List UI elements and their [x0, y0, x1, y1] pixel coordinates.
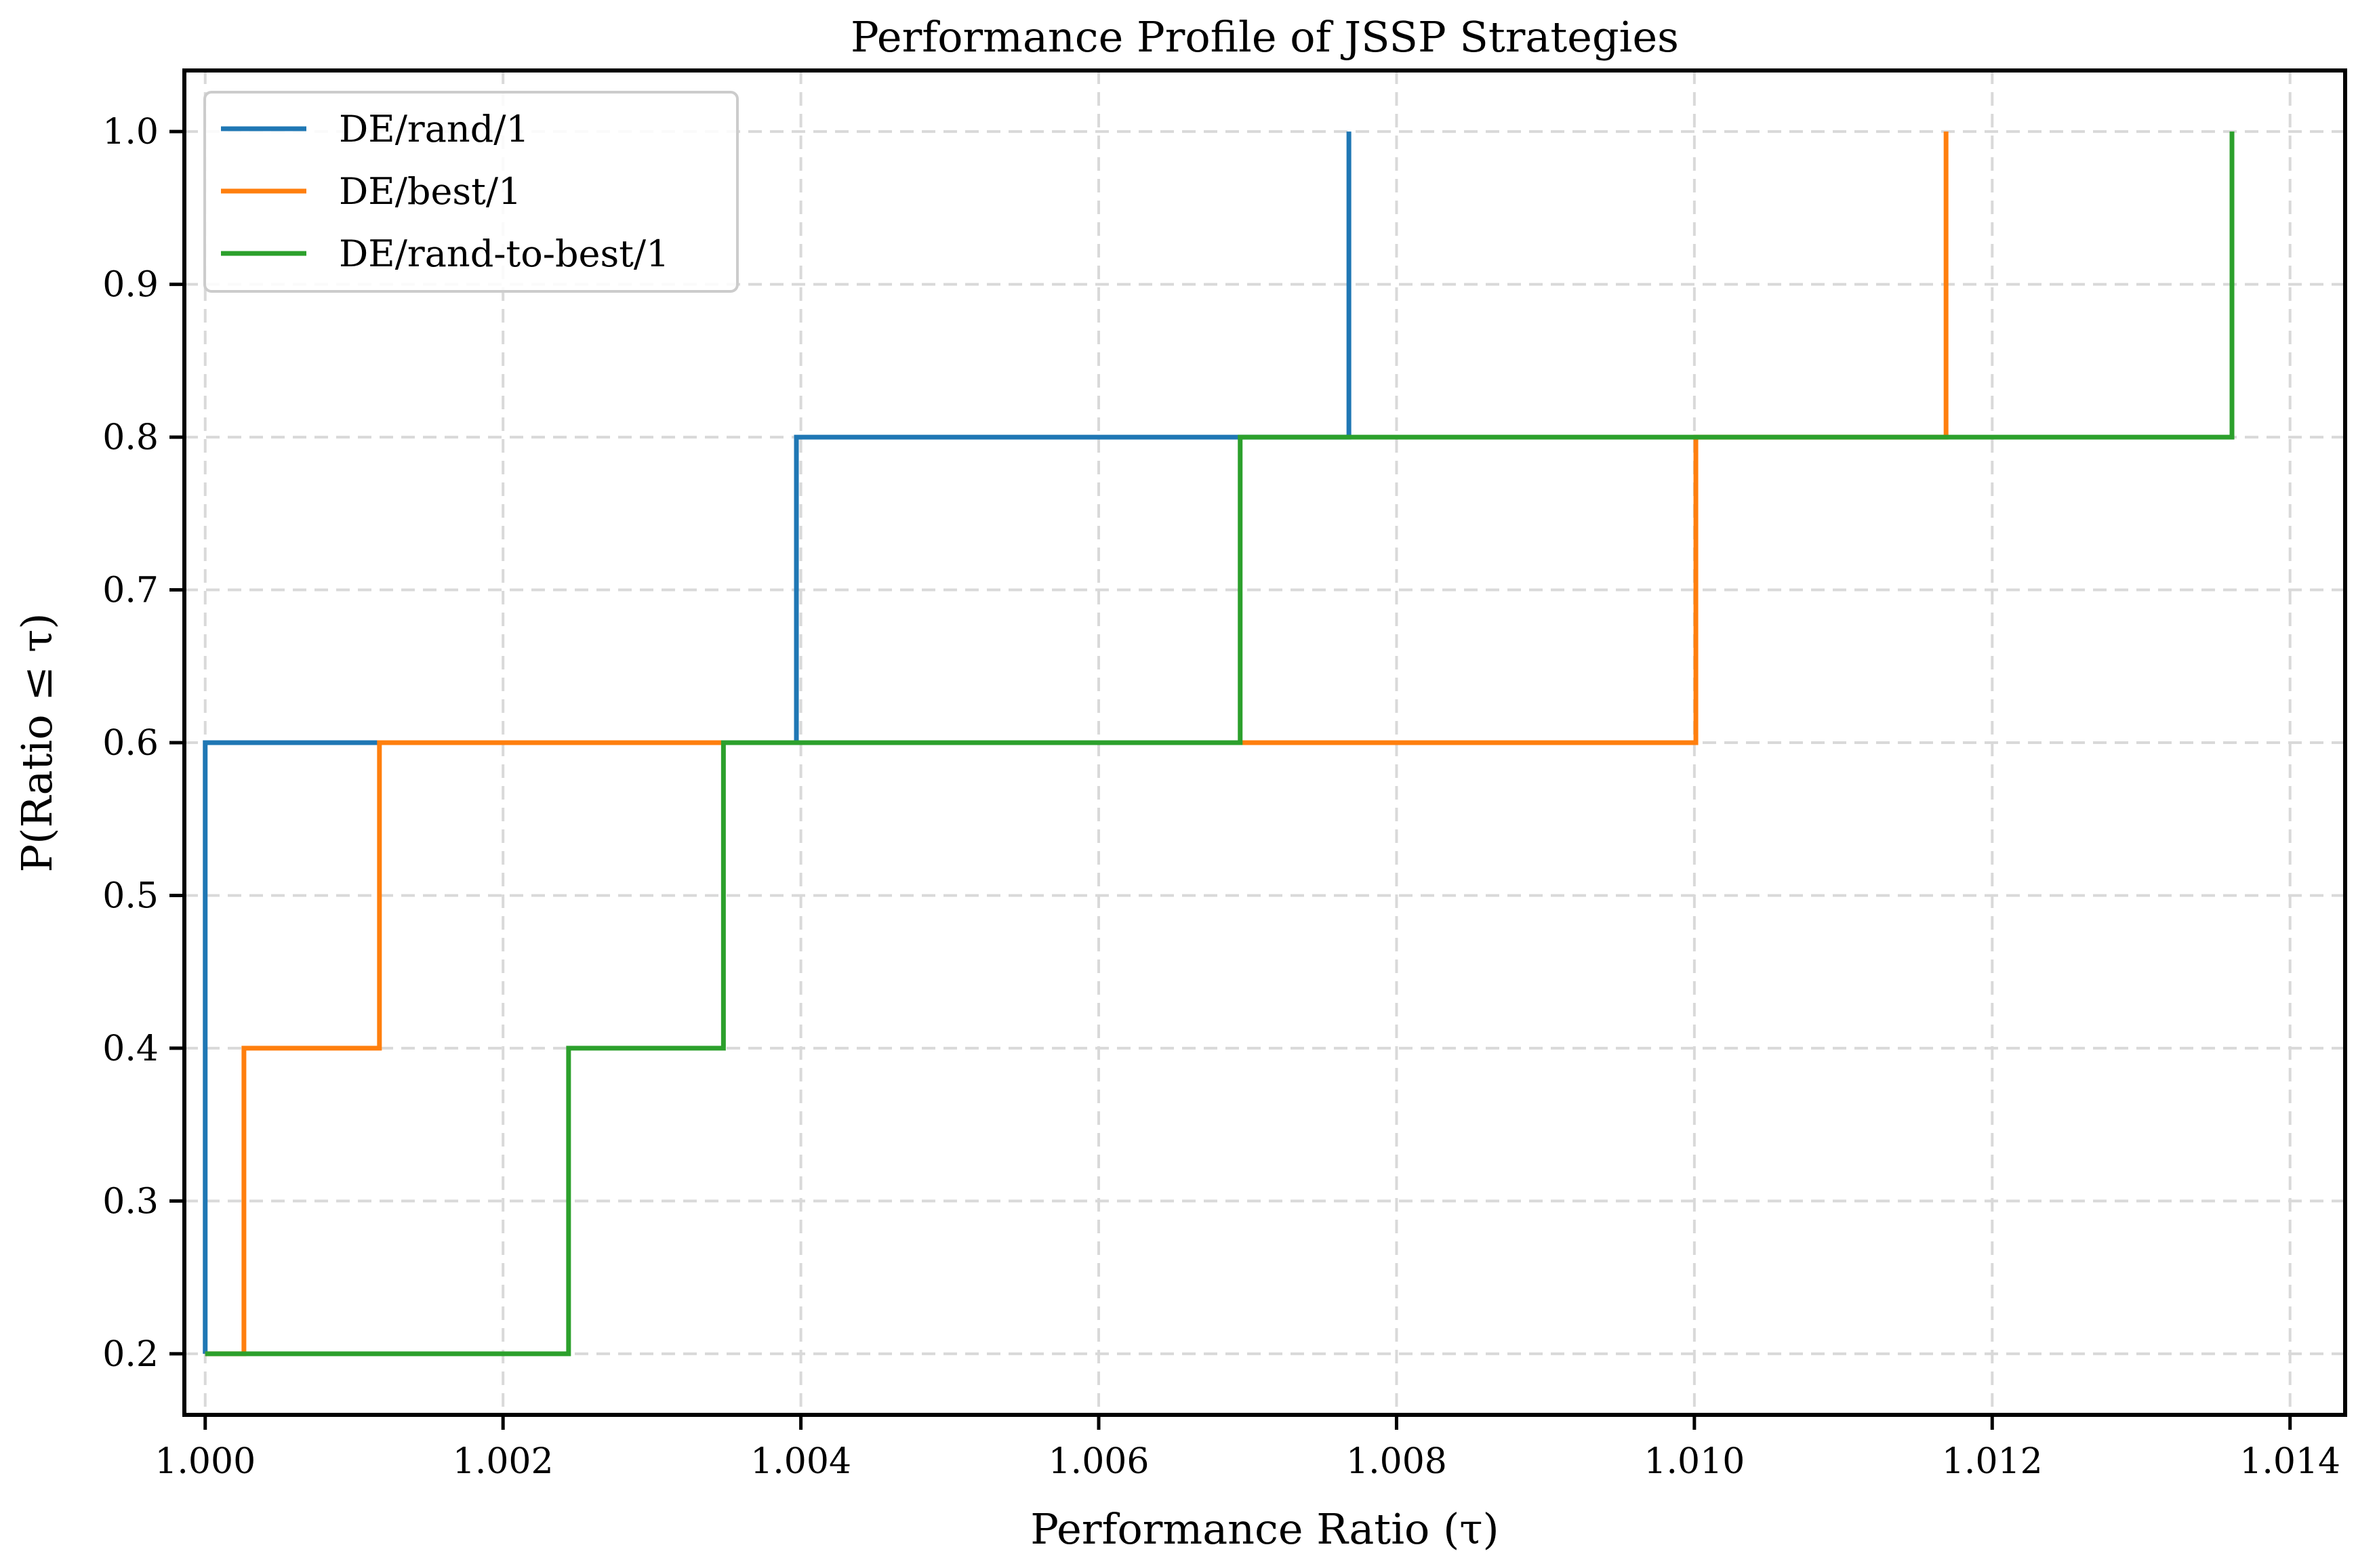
y-tick-label: 0.9: [102, 265, 159, 306]
series-line-3: [205, 131, 2235, 1357]
x-tick-label: 1.004: [750, 1441, 851, 1482]
x-tick-label: 1.000: [155, 1441, 256, 1482]
y-tick-label: 0.8: [102, 417, 159, 458]
axis-ticks: 1.000 1.002 1.004 1.006 1.008 1.010 1.012 1.014…: [102, 112, 2340, 1482]
x-tick-label: 1.008: [1346, 1441, 1447, 1482]
chart-title: Performance Profile of JSSP Strategies: [851, 12, 1679, 62]
y-tick-label: 0.6: [102, 723, 159, 764]
series-lines: [203, 131, 2235, 1357]
x-tick-label: 1.012: [1942, 1441, 2043, 1482]
legend-box: [203, 91, 739, 293]
series-line-1: [203, 131, 1352, 1354]
legend: DE/rand/1 DE/best/1 DE/rand-to-best/1: [203, 91, 739, 293]
x-tick-label: 1.006: [1049, 1441, 1150, 1482]
y-tick-label: 0.2: [102, 1334, 159, 1375]
y-tick-label: 0.7: [102, 571, 159, 611]
legend-label: DE/rand/1: [339, 108, 529, 150]
y-axis-label: P(Ratio ≤ τ): [12, 613, 62, 873]
y-tick-label: 1.0: [102, 112, 159, 152]
x-tick-label: 1.002: [453, 1441, 554, 1482]
y-tick-label: 0.5: [102, 875, 159, 916]
y-tick-label: 0.4: [102, 1029, 159, 1069]
x-tick-label: 1.014: [2239, 1441, 2340, 1482]
legend-label: DE/rand-to-best/1: [339, 232, 669, 275]
legend-label: DE/best/1: [339, 170, 521, 213]
x-axis-label: Performance Ratio (τ): [1030, 1504, 1499, 1554]
y-tick-label: 0.3: [102, 1181, 159, 1222]
x-tick-label: 1.010: [1644, 1441, 1745, 1482]
